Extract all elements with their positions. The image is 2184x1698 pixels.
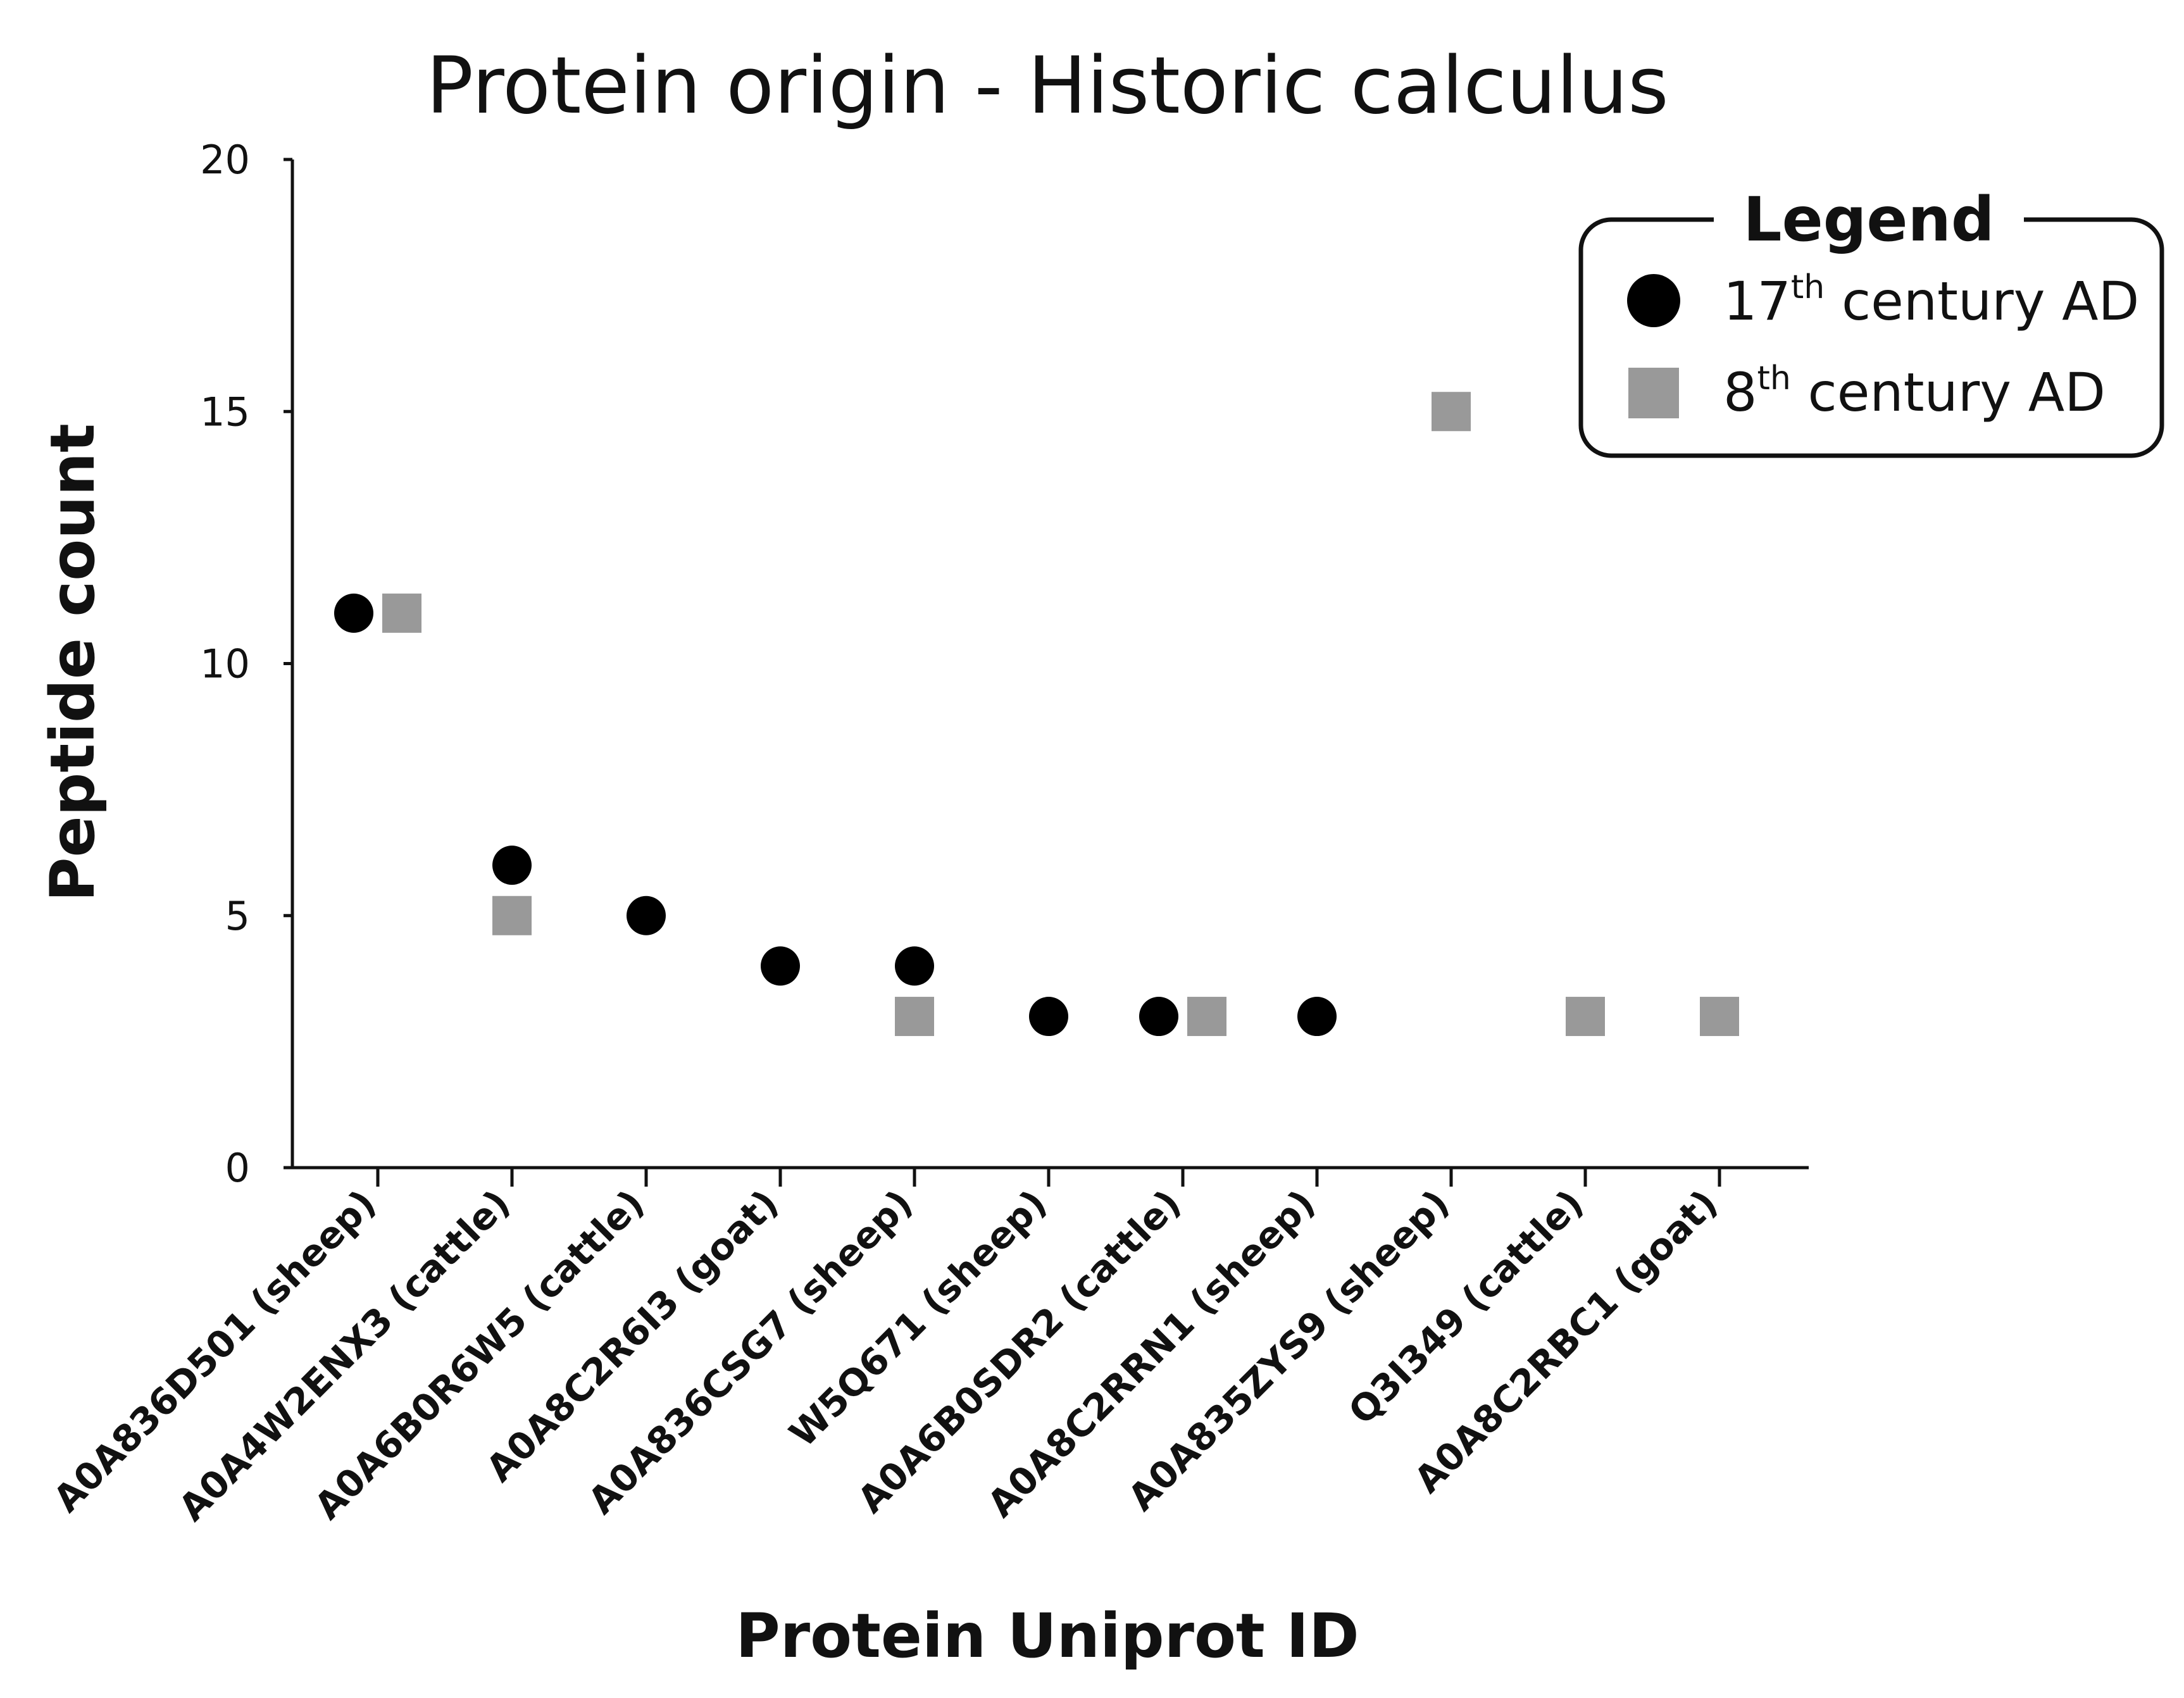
y-ticks: 0 5 10 15 20 <box>200 137 292 1191</box>
legend: Legend 17th century AD 8th century AD <box>1578 184 2164 458</box>
point-8th-century <box>382 593 421 633</box>
legend-marker-17th-century <box>1627 274 1680 327</box>
x-tick-label: Q3I349 (cattle) <box>1340 1182 1592 1433</box>
point-8th-century <box>1700 997 1739 1037</box>
x-tick-label: W5Q671 (sheep) <box>781 1182 1055 1456</box>
point-8th-century <box>1566 997 1605 1037</box>
legend-label-8th-rest: century AD <box>1791 361 2106 423</box>
point-17th-century <box>895 946 934 986</box>
legend-label-8th-century: 8th century AD <box>1723 359 2106 423</box>
legend-marker-8th-century <box>1628 368 1679 418</box>
legend-label-8th-main: 8 <box>1723 361 1757 423</box>
point-17th-century <box>492 846 532 885</box>
y-axis-label: Peptide count <box>37 423 108 902</box>
y-tick-label: 15 <box>200 389 250 435</box>
y-axis-title: Peptide count <box>37 423 108 902</box>
legend-label-8th-sup: th <box>1757 359 1790 397</box>
data-points <box>334 392 1739 1037</box>
point-8th-century <box>1432 392 1471 432</box>
point-17th-century <box>761 946 800 986</box>
x-axis-label: Protein Uniprot ID <box>735 1601 1359 1671</box>
legend-title: Legend <box>1743 184 1994 255</box>
point-8th-century <box>895 997 934 1037</box>
point-8th-century <box>492 896 532 935</box>
legend-title-backdrop <box>1714 199 2024 240</box>
x-ticks: A0A836D501 (sheep)A0A4W2ENX3 (cattle)A0A… <box>45 1168 1726 1530</box>
y-tick-label: 10 <box>200 641 250 687</box>
legend-label-17th-rest: century AD <box>1825 270 2139 332</box>
y-tick-label: 20 <box>200 137 250 183</box>
point-17th-century <box>627 896 666 935</box>
point-17th-century <box>1139 997 1178 1037</box>
legend-label-17th-century: 17th century AD <box>1723 268 2139 332</box>
point-17th-century <box>1297 997 1337 1037</box>
y-tick-label: 0 <box>225 1145 250 1191</box>
y-tick-label: 5 <box>225 893 250 939</box>
chart-title: Protein origin - Historic calculus <box>426 41 1669 132</box>
point-8th-century <box>1187 997 1226 1037</box>
point-17th-century <box>334 593 373 633</box>
legend-label-17th-sup: th <box>1791 268 1825 306</box>
legend-label-17th-main: 17 <box>1723 270 1791 332</box>
point-17th-century <box>1029 997 1068 1037</box>
